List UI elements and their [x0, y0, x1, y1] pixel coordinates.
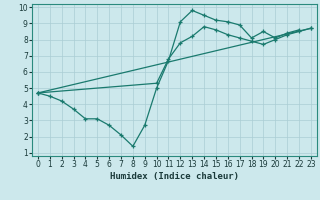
X-axis label: Humidex (Indice chaleur): Humidex (Indice chaleur) — [110, 172, 239, 181]
